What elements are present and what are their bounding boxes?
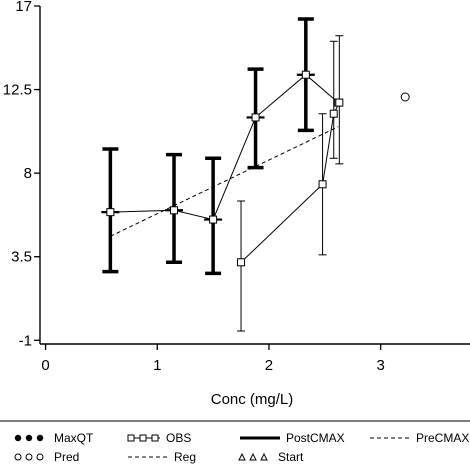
x-tick-label: 2 xyxy=(265,357,273,374)
legend-label-obs: OBS xyxy=(166,431,191,445)
legend-label-postcmax: PostCMAX xyxy=(286,431,345,445)
x-axis-title: Conc (mg/L) xyxy=(211,391,294,408)
precmax-line xyxy=(110,74,339,221)
obs-point xyxy=(170,206,179,215)
legend-marker-maxqt xyxy=(36,434,44,442)
legend-label-precmax: PreCMAX xyxy=(416,431,469,445)
obs-point xyxy=(329,109,338,118)
y-tick-label: 8 xyxy=(24,165,32,182)
x-tick-label: 0 xyxy=(41,357,49,374)
pred-point xyxy=(400,92,410,102)
legend-marker-maxqt xyxy=(25,434,33,442)
postcmax-line xyxy=(240,102,340,263)
x-tick-label: 3 xyxy=(376,357,384,374)
chart-axes: -1 3.5 8 12.5 17 0 1 2 3 Conc (mg/L) xyxy=(3,0,470,408)
legend-marker-start xyxy=(260,452,268,461)
legend-label-pred: Pred xyxy=(54,450,79,464)
obs-point xyxy=(106,208,115,217)
x-tick-label: 1 xyxy=(153,357,161,374)
legend-marker-obs xyxy=(151,434,159,442)
legend-marker-pred xyxy=(36,453,44,461)
legend-marker-pred xyxy=(14,453,22,461)
legend-marker-obs xyxy=(139,434,147,442)
y-tick-label: 17 xyxy=(15,0,32,15)
reg-line xyxy=(110,126,339,237)
obs-point xyxy=(209,215,218,224)
legend-label-reg: Reg xyxy=(174,450,196,464)
legend-marker-obs xyxy=(127,434,135,442)
chart-legend: MaxQT OBS PostCMAX PreCMAX Pred Reg Start xyxy=(0,420,470,464)
obs-point xyxy=(335,98,344,107)
chart-marks xyxy=(101,17,410,332)
legend-marker-start xyxy=(238,452,246,461)
legend-marker-start xyxy=(249,452,257,461)
obs-point xyxy=(251,113,260,122)
y-tick-label: -1 xyxy=(19,332,32,349)
y-tick-label: 12.5 xyxy=(3,82,32,99)
legend-marker-maxqt xyxy=(14,434,22,442)
y-tick-label: 3.5 xyxy=(11,249,32,266)
legend-marker-pred xyxy=(25,453,33,461)
legend-label-maxqt: MaxQT xyxy=(54,431,94,445)
obs-point xyxy=(237,258,246,267)
obs-point xyxy=(318,180,327,189)
obs-point xyxy=(301,70,310,79)
legend-label-start: Start xyxy=(278,450,304,464)
